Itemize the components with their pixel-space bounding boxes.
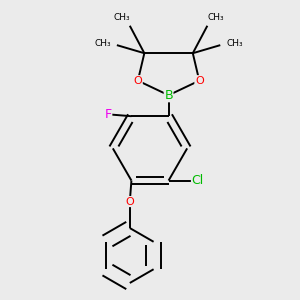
Text: CH₃: CH₃	[226, 39, 243, 48]
Text: O: O	[125, 196, 134, 207]
Text: CH₃: CH₃	[207, 13, 224, 22]
Text: F: F	[105, 108, 112, 121]
Text: B: B	[164, 89, 173, 102]
Text: CH₃: CH₃	[94, 39, 111, 48]
Text: Cl: Cl	[191, 174, 204, 187]
Text: CH₃: CH₃	[113, 13, 130, 22]
Text: O: O	[195, 76, 204, 86]
Text: O: O	[134, 76, 142, 86]
